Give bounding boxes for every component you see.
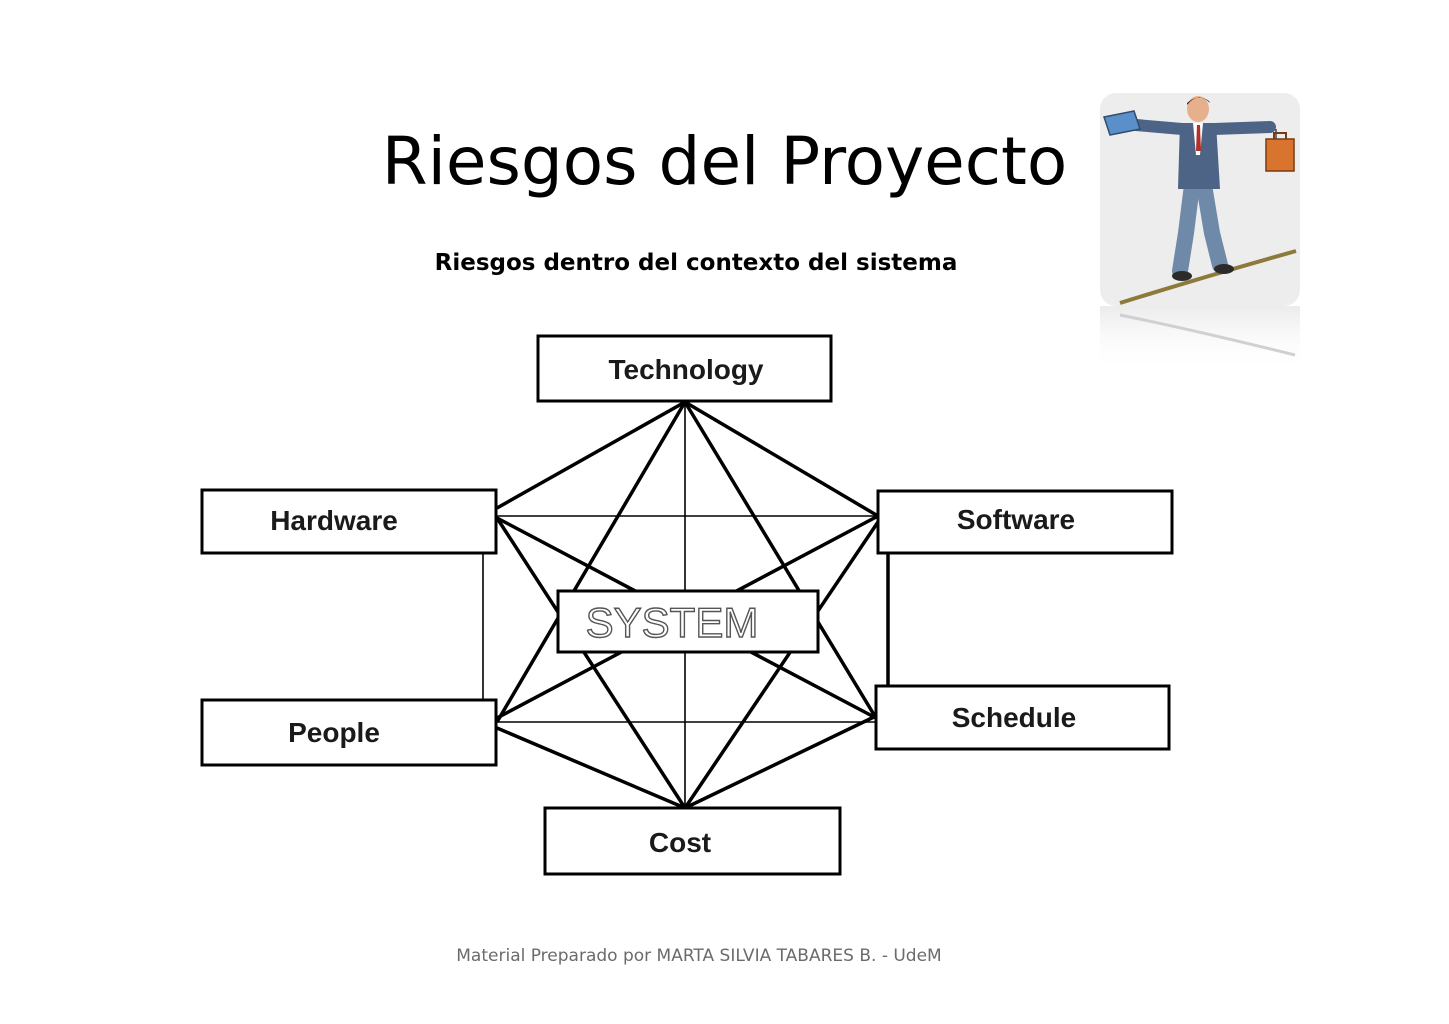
node-hardware: Hardware (200, 488, 498, 555)
node-cost-label: Cost (649, 827, 711, 858)
node-schedule: Schedule (874, 684, 1171, 751)
node-cost: Cost (543, 806, 842, 876)
tightrope-businessman-icon (1100, 93, 1300, 373)
slide-footer: Material Preparado por MARTA SILVIA TABA… (456, 946, 942, 966)
node-people: People (200, 698, 498, 767)
edge-cost-schedule (684, 714, 877, 810)
node-software-label: Software (957, 504, 1075, 535)
edge-cost-people (496, 726, 686, 810)
node-people-label: People (288, 717, 380, 748)
slide-title: Riesgos del Proyecto (381, 123, 1068, 200)
thick-connectors (495, 400, 890, 810)
edge-technology-people (495, 401, 687, 723)
node-technology-label: Technology (608, 354, 763, 385)
node-system: SYSTEM (556, 589, 820, 654)
node-technology: Technology (536, 334, 833, 403)
node-system-label: SYSTEM (586, 599, 759, 646)
node-schedule-label: Schedule (952, 702, 1076, 733)
node-software: Software (876, 489, 1174, 555)
slide-subtitle: Riesgos dentro del contexto del sistema (434, 250, 958, 276)
edge-technology-software (684, 400, 879, 518)
edge-technology-hardware (496, 400, 686, 510)
edge-technology-schedule (683, 401, 878, 719)
node-hardware-label: Hardware (270, 505, 398, 536)
edge-cost-hardware (495, 517, 687, 809)
edge-cost-software (683, 521, 880, 809)
